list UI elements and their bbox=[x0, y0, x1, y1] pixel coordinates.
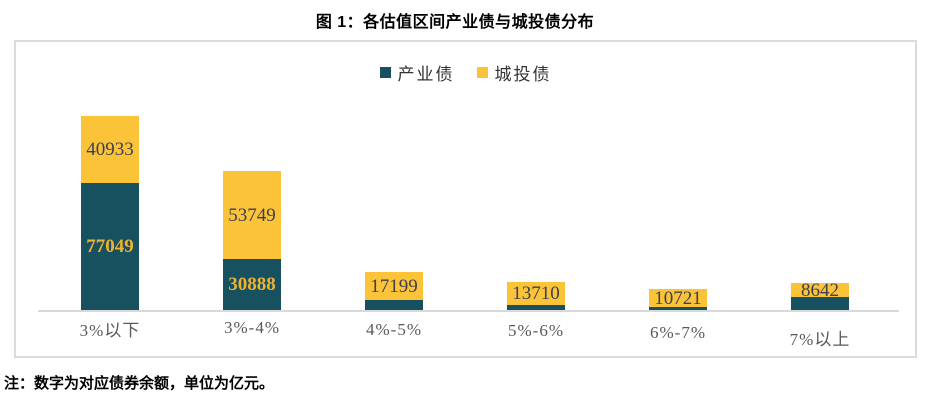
legend-label-industrial: 产业债 bbox=[397, 65, 455, 84]
bar-segment-industrial-3%以下: 77049 bbox=[81, 183, 139, 310]
bar-group-5%-6%: 13710 bbox=[507, 282, 565, 310]
bar-segment-industrial-7%以上 bbox=[791, 297, 849, 310]
bar-group-3%以下: 40933 77049 bbox=[81, 116, 139, 310]
x-axis-label-6%-7%: 6%-7% bbox=[650, 323, 706, 342]
bar-segment-industrial-6%-7% bbox=[649, 307, 707, 310]
bar-segment-industrial-3%-4%: 30888 bbox=[223, 259, 281, 310]
x-axis-label-3%以下: 3%以下 bbox=[79, 321, 141, 340]
bar-value-label-industrial-3%-4%: 30888 bbox=[228, 274, 276, 295]
bar-value-label-chengtou-3%以下: 40933 bbox=[86, 139, 134, 160]
x-axis-label-3%-4%: 3%-4% bbox=[224, 318, 280, 337]
bar-group-3%-4%: 53749 30888 bbox=[223, 171, 281, 310]
bar-value-label-chengtou-5%-6%: 13710 bbox=[512, 283, 560, 304]
legend-item-chengtou: 城投债 bbox=[476, 60, 552, 85]
bar-segment-industrial-5%-6% bbox=[507, 305, 565, 310]
x-axis-line bbox=[38, 310, 899, 312]
bar-segment-chengtou-6%-7%: 10721 bbox=[649, 287, 707, 309]
bar-value-label-chengtou-4%-5%: 17199 bbox=[370, 275, 418, 297]
legend-swatch-industrial bbox=[379, 67, 391, 78]
bar-segment-chengtou-5%-6%: 13710 bbox=[507, 282, 565, 305]
bar-group-4%-5%: 17199 bbox=[365, 272, 423, 310]
x-axis-label-5%-6%: 5%-6% bbox=[508, 321, 564, 340]
bar-segment-industrial-4%-5% bbox=[365, 300, 423, 310]
bar-value-label-chengtou-6%-7%: 10721 bbox=[654, 287, 702, 309]
bar-group-6%-7%: 10721 bbox=[649, 289, 707, 310]
bar-segment-chengtou-3%以下: 40933 bbox=[81, 116, 139, 183]
bar-value-label-chengtou-7%以上: 8642 bbox=[801, 279, 839, 301]
footnote: 注：数字为对应债券余额，单位为亿元。 bbox=[4, 375, 275, 392]
x-axis-label-4%-5%: 4%-5% bbox=[366, 320, 422, 339]
bar-group-7%以上: 8642 bbox=[791, 279, 849, 310]
x-axis-label-7%以上: 7%以上 bbox=[789, 330, 851, 349]
bar-segment-chengtou-4%-5%: 17199 bbox=[365, 272, 423, 300]
legend: 产业债 城投债 bbox=[16, 60, 915, 85]
chart-panel: 产业债 城投债 40933 77049 53749 30888 17199 13710 10… bbox=[14, 40, 917, 358]
bar-segment-chengtou-7%以上: 8642 bbox=[791, 279, 849, 301]
chart-title: 图 1：各估值区间产业债与城投债分布 bbox=[315, 14, 595, 31]
bar-value-label-industrial-3%以下: 77049 bbox=[86, 236, 134, 257]
legend-label-chengtou: 城投债 bbox=[494, 65, 552, 84]
bar-value-label-chengtou-3%-4%: 53749 bbox=[228, 204, 276, 226]
bar-segment-chengtou-3%-4%: 53749 bbox=[223, 171, 281, 259]
legend-swatch-chengtou bbox=[476, 67, 488, 78]
legend-item-industrial: 产业债 bbox=[379, 60, 455, 85]
